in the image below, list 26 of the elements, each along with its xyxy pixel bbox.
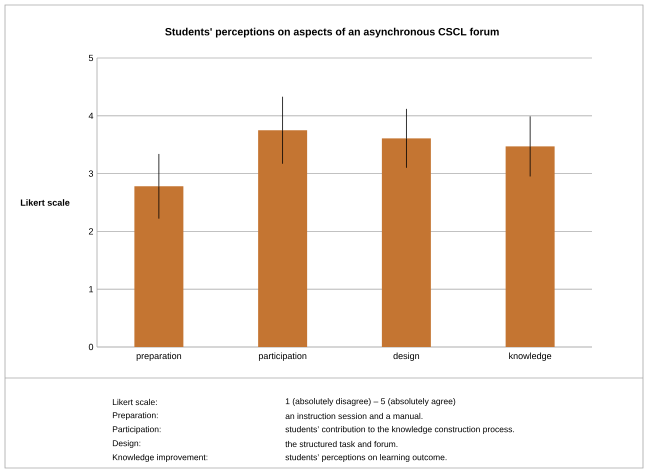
bar <box>382 138 431 347</box>
y-axis-title: Likert scale <box>20 199 70 206</box>
y-tick-label: 2 <box>88 228 94 235</box>
text: Knowledge improvement: <box>112 454 208 462</box>
text: Participation: <box>112 426 161 434</box>
bar <box>258 130 308 347</box>
text: the structured task and forum. <box>285 440 398 448</box>
x-tick-label: participation <box>258 352 306 361</box>
text: an instruction session and a manual. <box>286 412 422 420</box>
chart-title: Students' perceptions on aspects of an asynchronous CSCL forum <box>165 28 499 38</box>
text: students’ contribution to the knowledge construction process. <box>285 426 514 434</box>
text: Likert scale: <box>112 398 157 406</box>
x-tick-label: knowledge <box>509 352 552 361</box>
bar <box>134 186 184 347</box>
y-tick-label: 3 <box>88 170 94 177</box>
y-tick-label: 0 <box>88 344 94 350</box>
y-tick-label: 5 <box>88 54 94 62</box>
x-tick-label: design <box>393 352 420 361</box>
text: students’ perceptions on learning outcome. <box>285 454 446 462</box>
text: 1 (absolutely disagree) – 5 (absolutely agree) <box>286 398 456 406</box>
y-tick-label: 1 <box>89 286 94 292</box>
text: Design: <box>112 440 140 448</box>
text: Preparation: <box>112 412 158 420</box>
x-tick-label: preparation <box>136 352 182 361</box>
y-tick-label: 4 <box>88 112 94 119</box>
bar <box>506 146 555 347</box>
